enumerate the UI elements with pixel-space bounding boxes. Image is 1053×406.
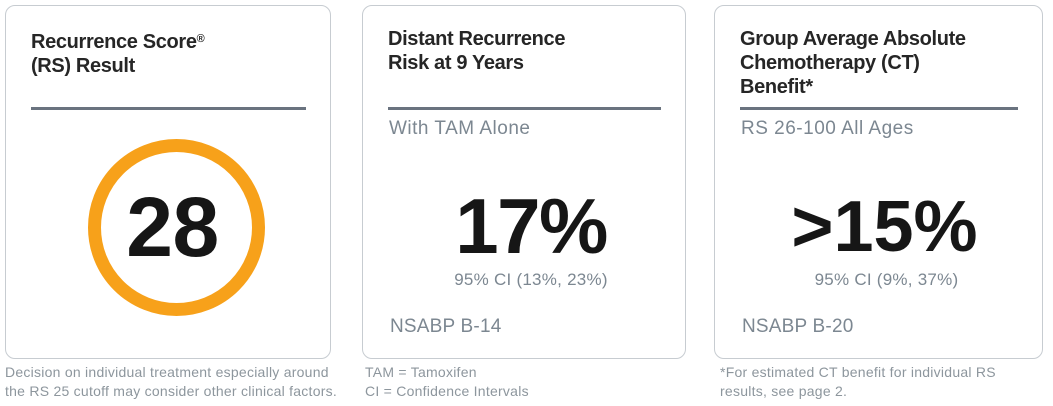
distant-recurrence-subtitle: With TAM Alone bbox=[389, 118, 531, 139]
distant-recurrence-study: NSABP B-14 bbox=[390, 316, 502, 337]
chemo-benefit-footnote-line2: results, see page 2. bbox=[720, 383, 848, 399]
chemo-benefit-divider bbox=[740, 107, 1018, 110]
score-ring-icon: 28 bbox=[88, 139, 265, 316]
recurrence-score-title-line1: Recurrence Score bbox=[31, 31, 197, 53]
chemo-benefit-title-line1: Group Average Absolute bbox=[740, 28, 966, 50]
recurrence-score-value: 28 bbox=[126, 179, 219, 274]
chemo-benefit-card: Group Average Absolute Chemotherapy (CT) B… bbox=[714, 5, 1043, 359]
chemo-benefit-title-line3: Benefit* bbox=[740, 76, 813, 98]
distant-recurrence-footnote-line1: TAM = Tamoxifen bbox=[365, 364, 477, 380]
distant-recurrence-title-line2: Risk at 9 Years bbox=[388, 52, 524, 74]
recurrence-score-title-line2: (RS) Result bbox=[31, 55, 135, 77]
recurrence-score-title: Recurrence Score® (RS) Result bbox=[31, 27, 205, 78]
chemo-benefit-footnote: *For estimated CT benefit for individual… bbox=[720, 363, 1050, 401]
distant-recurrence-confidence-interval: 95% CI (13%, 23%) bbox=[454, 270, 608, 289]
registered-trademark-icon: ® bbox=[196, 33, 205, 45]
distant-recurrence-card: Distant Recurrence Risk at 9 Years With T… bbox=[362, 5, 686, 359]
recurrence-score-footnote-line1: Decision on individual treatment especia… bbox=[5, 364, 329, 380]
chemo-benefit-confidence-interval: 95% CI (9%, 37%) bbox=[814, 270, 959, 289]
distant-recurrence-value: 17% bbox=[455, 182, 608, 270]
recurrence-score-footnote: Decision on individual treatment especia… bbox=[5, 363, 345, 401]
recurrence-score-divider bbox=[31, 107, 306, 110]
chemo-benefit-value: >15% bbox=[791, 187, 978, 267]
chemo-benefit-subtitle: RS 26-100 All Ages bbox=[741, 118, 914, 139]
chemo-benefit-title: Group Average Absolute Chemotherapy (CT) B… bbox=[740, 27, 966, 99]
chemo-benefit-study: NSABP B-20 bbox=[742, 316, 854, 337]
recurrence-score-footnote-line2: the RS 25 cutoff may consider other clin… bbox=[5, 383, 338, 399]
distant-recurrence-footnote-line2: CI = Confidence Intervals bbox=[365, 383, 529, 399]
chemo-benefit-footnote-line1: *For estimated CT benefit for individual… bbox=[720, 364, 996, 380]
distant-recurrence-title: Distant Recurrence Risk at 9 Years bbox=[388, 27, 565, 75]
distant-recurrence-title-line1: Distant Recurrence bbox=[388, 28, 566, 50]
recurrence-score-card: Recurrence Score® (RS) Result 28 bbox=[5, 5, 331, 359]
distant-recurrence-divider bbox=[388, 107, 661, 110]
chemo-benefit-title-line2: Chemotherapy (CT) bbox=[740, 52, 920, 74]
distant-recurrence-footnote: TAM = Tamoxifen CI = Confidence Intervals bbox=[365, 363, 695, 401]
